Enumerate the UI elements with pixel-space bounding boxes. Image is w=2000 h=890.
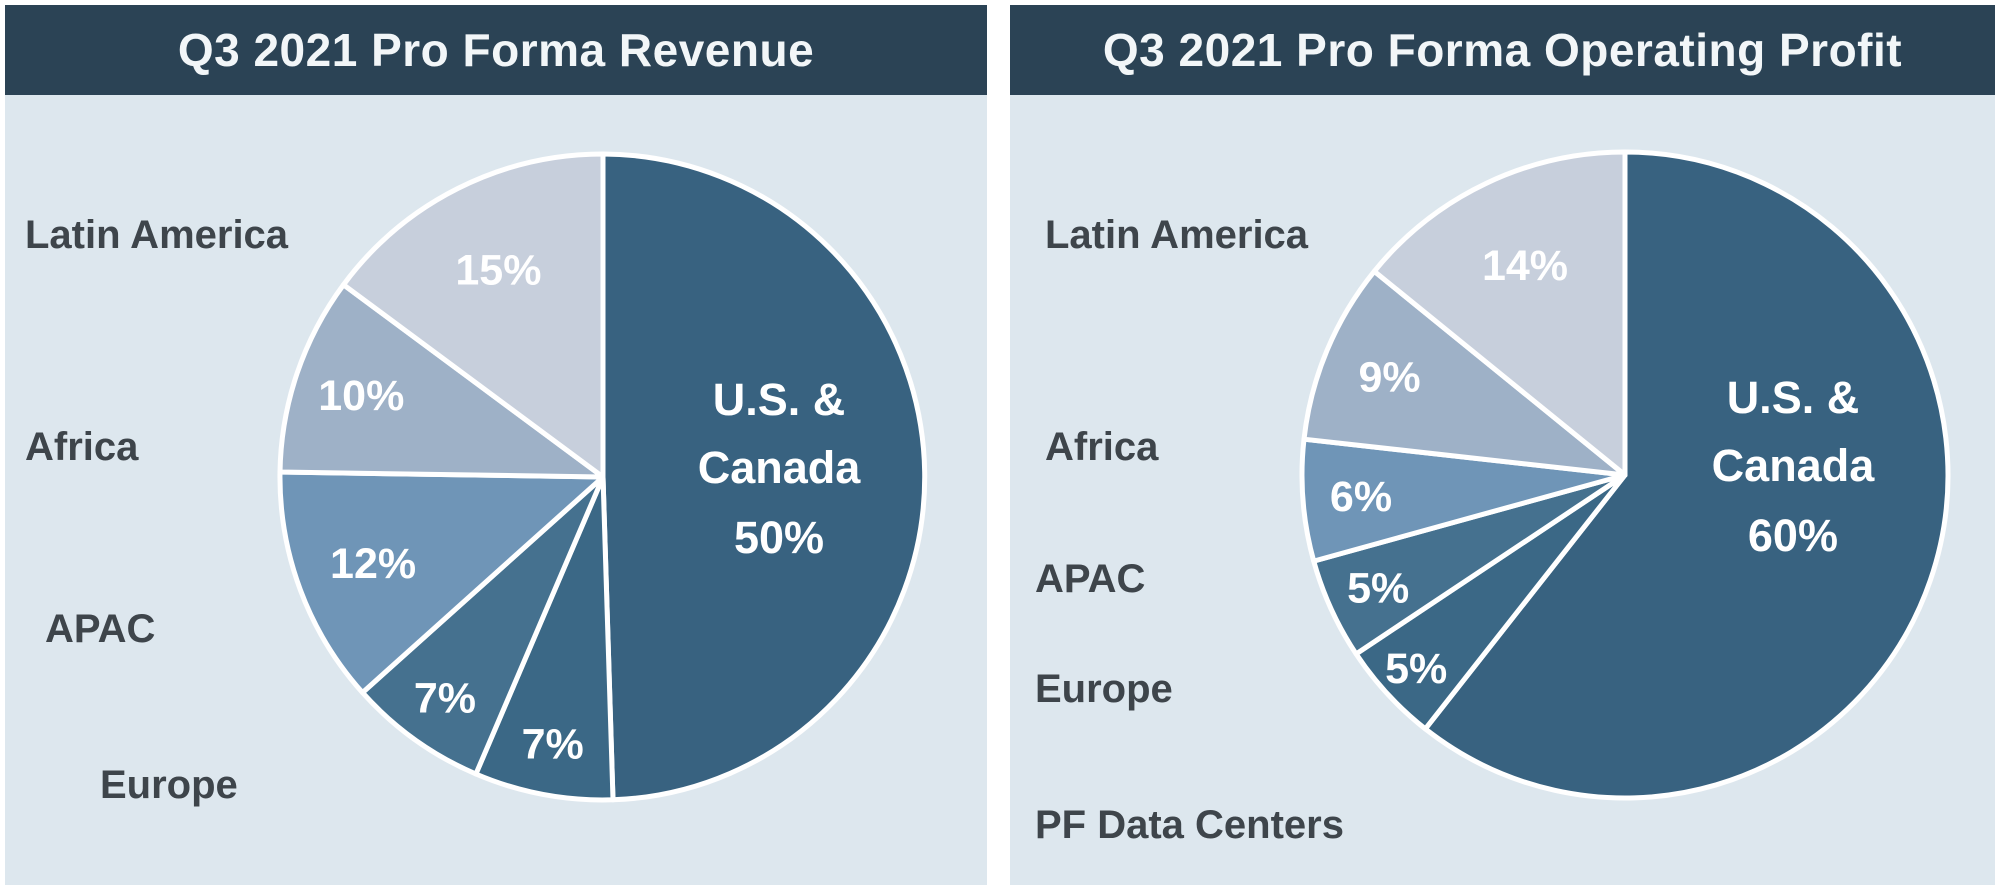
category-label-africa: Africa <box>25 425 139 469</box>
slice-pct-label-pf-data-centers: 5% <box>1385 645 1447 693</box>
slice-pct-label-apac: 6% <box>1330 473 1392 521</box>
slice-africa <box>277 282 606 480</box>
operating-profit-title-bar: Q3 2021 Pro Forma Operating Profit <box>1010 5 1995 95</box>
q3-2021-pro-forma-operating-profit-pie: U.S. & Canada 60% 5% 5% 6% 9% 14% <box>1299 149 1951 801</box>
operating-profit-chart-area: U.S. & Canada 60% 5% 5% 6% 9% 14% Latin America A… <box>1010 95 1995 885</box>
category-label-latin-america: Latin America <box>25 213 289 257</box>
slice-pct-label-europe: 7% <box>414 675 476 723</box>
slice-pct-label-africa: 9% <box>1359 353 1421 401</box>
slice-pct-label-pf-data-centers: 7% <box>522 721 584 769</box>
revenue-panel: Q3 2021 Pro Forma Revenue U.S. & Canada 50… <box>5 5 987 885</box>
slice-apac <box>277 469 606 696</box>
category-label-europe: Europe <box>100 763 238 807</box>
slice-pct-label-europe: 5% <box>1347 565 1409 613</box>
category-label-africa: Africa <box>1045 425 1159 469</box>
category-label-apac: APAC <box>45 607 156 651</box>
operating-profit-title: Q3 2021 Pro Forma Operating Profit <box>1102 24 1903 76</box>
slice-u-s-canada <box>600 151 928 803</box>
revenue-chart-area: U.S. & Canada 50% 7% 7% 12% 10% 15% Latin Americ… <box>5 95 987 885</box>
slice-latin-america <box>341 151 606 480</box>
slice-europe <box>360 474 606 777</box>
category-label-apac: APAC <box>1035 557 1146 601</box>
slice-center-label-line: 60% <box>1748 510 1838 561</box>
revenue-title: Q3 2021 Pro Forma Revenue <box>177 24 815 76</box>
slice-pf-data-centers <box>473 474 616 803</box>
slice-pct-label-africa: 10% <box>318 372 404 420</box>
slice-pct-label-latin-america: 15% <box>455 246 541 294</box>
slice-pct-label-latin-america: 14% <box>1482 242 1568 290</box>
category-label-pf-data-centers: PF Data Centers <box>1035 803 1344 847</box>
slice-africa <box>1301 268 1628 478</box>
revenue-title-bar: Q3 2021 Pro Forma Revenue <box>5 5 987 95</box>
slice-center-label-line: U.S. & <box>1727 372 1860 423</box>
slice-pct-label-apac: 12% <box>330 540 416 588</box>
operating-profit-panel: Q3 2021 Pro Forma Operating Profit U.S. … <box>1010 5 1995 885</box>
q3-2021-pro-forma-revenue-pie: U.S. & Canada 50% 7% 7% 12% 10% 15% <box>277 151 928 803</box>
slice-center-label-line: Canada <box>698 442 862 493</box>
category-label-latin-america: Latin America <box>1045 213 1309 257</box>
category-label-europe: Europe <box>1035 667 1173 711</box>
slice-center-label-line: U.S. & <box>713 374 846 425</box>
slice-center-label-line: Canada <box>1712 440 1876 491</box>
slice-u-s-canada <box>1422 149 1951 801</box>
slice-center-label-line: 50% <box>734 512 824 563</box>
slice-latin-america <box>1371 149 1628 478</box>
